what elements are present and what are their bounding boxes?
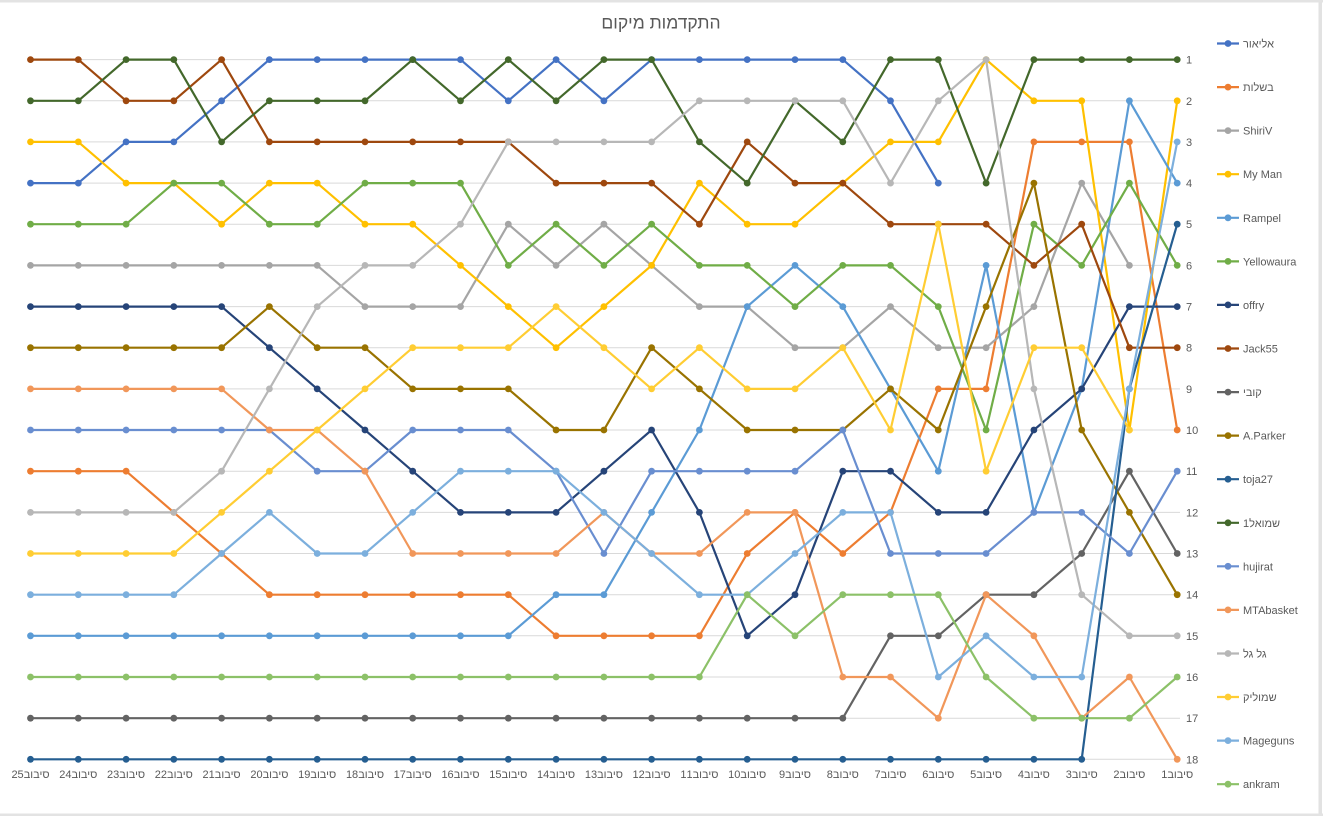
svg-text:סיבוב17: סיבוב17 (394, 769, 432, 781)
svg-text:שמוליק: שמוליק (1243, 691, 1277, 704)
svg-text:סיבוב13: סיבוב13 (585, 769, 623, 781)
svg-text:16: 16 (1186, 672, 1198, 684)
svg-text:סיבוב7: סיבוב7 (875, 769, 907, 781)
svg-text:A.Parker: A.Parker (1243, 431, 1286, 443)
svg-text:6: 6 (1186, 260, 1192, 272)
svg-text:Jack55: Jack55 (1243, 344, 1278, 356)
svg-text:Rampel: Rampel (1243, 213, 1281, 225)
svg-text:סיבוב2: סיבוב2 (1113, 769, 1145, 781)
svg-text:סיבוב3: סיבוב3 (1066, 769, 1098, 781)
svg-text:17: 17 (1186, 713, 1198, 725)
svg-text:18: 18 (1186, 754, 1198, 766)
svg-text:ShiriV: ShiriV (1243, 126, 1273, 138)
svg-text:סיבוב22: סיבוב22 (155, 769, 193, 781)
svg-text:MTAbasket: MTAbasket (1243, 605, 1298, 617)
svg-text:סיבוב11: סיבוב11 (680, 769, 718, 781)
svg-text:Yellowaura: Yellowaura (1243, 256, 1297, 268)
svg-text:סיבוב15: סיבוב15 (489, 769, 527, 781)
svg-text:3: 3 (1186, 137, 1192, 149)
svg-text:סיבוב23: סיבוב23 (107, 769, 145, 781)
svg-text:9: 9 (1186, 384, 1192, 396)
svg-text:סיבוב8: סיבוב8 (827, 769, 859, 781)
svg-text:סיבוב21: סיבוב21 (203, 769, 241, 781)
svg-text:סיבוב12: סיבוב12 (633, 769, 671, 781)
svg-text:סיבוב16: סיבוב16 (441, 769, 479, 781)
svg-text:ankram: ankram (1243, 779, 1280, 791)
svg-text:hujirat: hujirat (1243, 561, 1273, 573)
svg-text:2: 2 (1186, 96, 1192, 108)
svg-text:קובי: קובי (1243, 387, 1262, 399)
svg-text:11: 11 (1186, 466, 1197, 478)
svg-text:10: 10 (1186, 425, 1198, 437)
svg-text:שמואל1: שמואל1 (1243, 517, 1280, 530)
svg-text:אליאור: אליאור (1243, 38, 1274, 51)
svg-text:סיבוב10: סיבוב10 (728, 769, 766, 781)
svg-text:סיבוב9: סיבוב9 (779, 769, 811, 781)
svg-text:גל גל: גל גל (1243, 648, 1267, 661)
svg-text:7: 7 (1186, 302, 1192, 314)
svg-text:בשלות: בשלות (1243, 81, 1274, 94)
svg-text:התקדמות מיקום: התקדמות מיקום (601, 13, 720, 33)
svg-text:13: 13 (1186, 549, 1198, 561)
svg-text:14: 14 (1186, 590, 1198, 602)
svg-text:סיבוב14: סיבוב14 (537, 769, 575, 781)
svg-text:1: 1 (1186, 55, 1192, 67)
svg-text:4: 4 (1186, 178, 1192, 190)
svg-text:סיבוב25: סיבוב25 (11, 769, 49, 781)
svg-text:סיבוב20: סיבוב20 (250, 769, 288, 781)
svg-text:offry: offry (1243, 300, 1265, 312)
svg-text:5: 5 (1186, 219, 1192, 231)
svg-text:15: 15 (1186, 631, 1198, 643)
svg-text:סיבוב5: סיבוב5 (970, 769, 1002, 781)
svg-text:סיבוב4: סיבוב4 (1018, 769, 1050, 781)
svg-text:סיבוב18: סיבוב18 (346, 769, 384, 781)
svg-text:סיבוב1: סיבוב1 (1161, 769, 1193, 781)
svg-text:toja27: toja27 (1243, 474, 1273, 486)
svg-text:8: 8 (1186, 343, 1192, 355)
svg-text:סיבוב24: סיבוב24 (59, 769, 97, 781)
svg-text:סיבוב19: סיבוב19 (298, 769, 336, 781)
svg-text:12: 12 (1186, 507, 1198, 519)
svg-text:Mageguns: Mageguns (1243, 736, 1295, 748)
svg-text:סיבוב6: סיבוב6 (922, 769, 954, 781)
svg-text:My Man: My Man (1243, 169, 1282, 181)
